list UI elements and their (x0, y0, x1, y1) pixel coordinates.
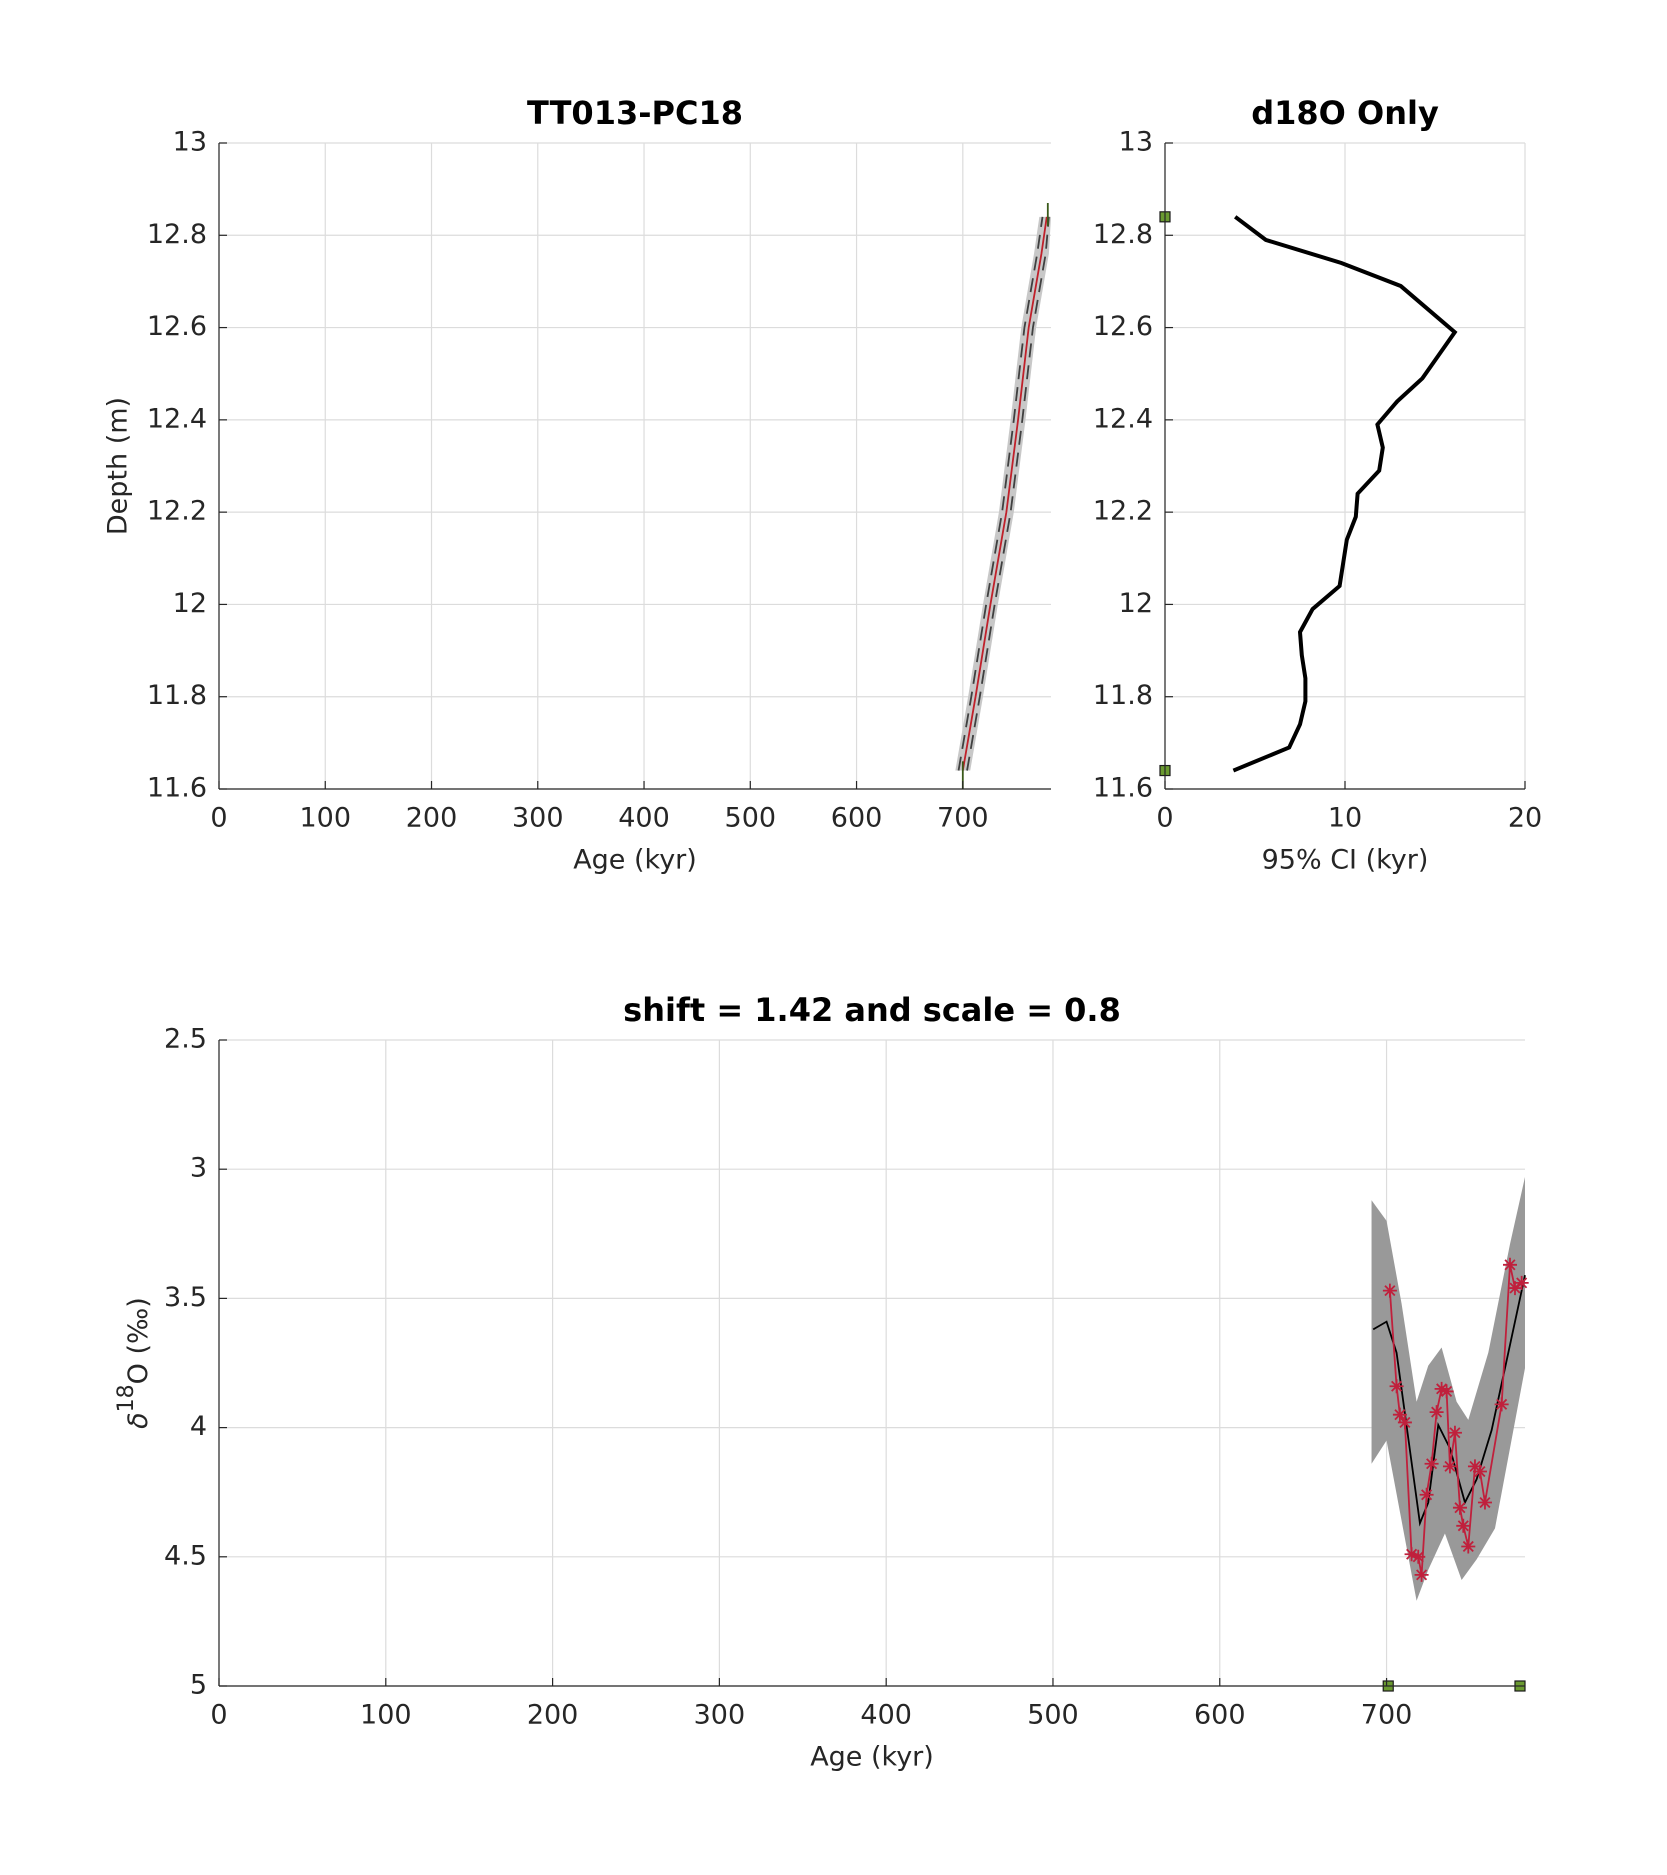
y-tick-label: 12.6 (147, 311, 207, 342)
x-tick-label: 600 (831, 803, 883, 834)
marker (1424, 1456, 1439, 1471)
y-tick-label: 13 (1119, 127, 1153, 158)
y-tick-label: 2.5 (164, 1024, 207, 1055)
x-tick-label: 0 (1156, 803, 1173, 834)
confidence-band (955, 216, 1051, 771)
marker (1514, 1275, 1529, 1290)
y-axis-label-part: 18 (114, 1384, 139, 1412)
y-tick-label: 11.6 (147, 773, 207, 804)
x-tick-label: 10 (1328, 803, 1362, 834)
y-axis-label-part: O (‰) (123, 1297, 154, 1384)
x-tick-label: 500 (1027, 1700, 1079, 1731)
x-tick-label: 20 (1508, 803, 1542, 834)
marker (1494, 1397, 1509, 1412)
data-line (966, 216, 1050, 771)
marker (1472, 1464, 1487, 1479)
y-tick-label: 12.8 (147, 219, 207, 250)
marker (1439, 1384, 1454, 1399)
marker (1456, 1518, 1471, 1533)
data-line (1232, 215, 1458, 773)
marker (1502, 1257, 1517, 1272)
x-tick-label: 400 (618, 803, 670, 834)
chart-title: d18O Only (1251, 94, 1439, 132)
data-line (957, 216, 1044, 771)
y-tick-label: 12.8 (1093, 219, 1153, 250)
y-tick-label: 11.8 (1093, 680, 1153, 711)
chart-title: shift = 1.42 and scale = 0.8 (623, 991, 1121, 1029)
x-tick-label: 500 (725, 803, 777, 834)
y-tick-label: 5 (190, 1670, 207, 1701)
marker (1397, 1415, 1412, 1430)
x-axis-label: Age (kyr) (810, 1742, 934, 1773)
y-tick-label: 12.2 (1093, 496, 1153, 527)
marker (1404, 1547, 1419, 1562)
y-tick-label: 12.2 (147, 496, 207, 527)
x-tick-label: 0 (210, 1700, 227, 1731)
marker (1414, 1567, 1429, 1582)
x-tick-label: 400 (860, 1700, 912, 1731)
data-line (1372, 1274, 1526, 1527)
y-axis-label: δ18O (‰) (114, 1297, 154, 1429)
y-tick-label: 3 (190, 1153, 207, 1184)
y-tick-label: 13 (173, 127, 207, 158)
y-tick-label: 4.5 (164, 1540, 207, 1571)
x-axis-label: Age (kyr) (573, 845, 697, 876)
y-tick-label: 12.4 (1093, 403, 1153, 434)
data-line (961, 216, 1048, 771)
marker (1429, 1405, 1444, 1420)
x-tick-label: 0 (210, 803, 227, 834)
y-axis-label: Depth (m) (103, 397, 134, 535)
y-tick-label: 12 (1119, 588, 1153, 619)
marker (1477, 1495, 1492, 1510)
y-tick-label: 12.4 (147, 403, 207, 434)
marker (1434, 1381, 1449, 1396)
x-tick-label: 100 (299, 803, 351, 834)
marker (1467, 1459, 1482, 1474)
y-axis-label-part: δ (123, 1412, 154, 1429)
marker (1447, 1425, 1462, 1440)
marker (1461, 1539, 1476, 1554)
x-tick-label: 300 (694, 1700, 746, 1731)
marker (1442, 1459, 1457, 1474)
x-tick-label: 300 (512, 803, 564, 834)
marker (1382, 1283, 1397, 1298)
x-tick-label: 200 (527, 1700, 579, 1731)
x-tick-label: 700 (1361, 1700, 1413, 1731)
x-tick-label: 700 (937, 803, 989, 834)
chart-title: TT013-PC18 (527, 94, 743, 132)
marker (1419, 1487, 1434, 1502)
marker (1411, 1549, 1426, 1564)
y-tick-label: 11.6 (1093, 773, 1153, 804)
marker (1389, 1379, 1404, 1394)
marker (1452, 1500, 1467, 1515)
y-tick-label: 4 (190, 1411, 207, 1442)
y-tick-label: 12.6 (1093, 311, 1153, 342)
data-line (1389, 1264, 1523, 1576)
x-tick-label: 600 (1194, 1700, 1246, 1731)
x-tick-label: 200 (406, 803, 458, 834)
x-axis-label: 95% CI (kyr) (1262, 845, 1429, 876)
marker (1392, 1407, 1407, 1422)
y-tick-label: 3.5 (164, 1282, 207, 1313)
x-tick-label: 100 (360, 1700, 412, 1731)
marker (1507, 1281, 1522, 1296)
y-tick-label: 12 (173, 588, 207, 619)
y-tick-label: 11.8 (147, 680, 207, 711)
